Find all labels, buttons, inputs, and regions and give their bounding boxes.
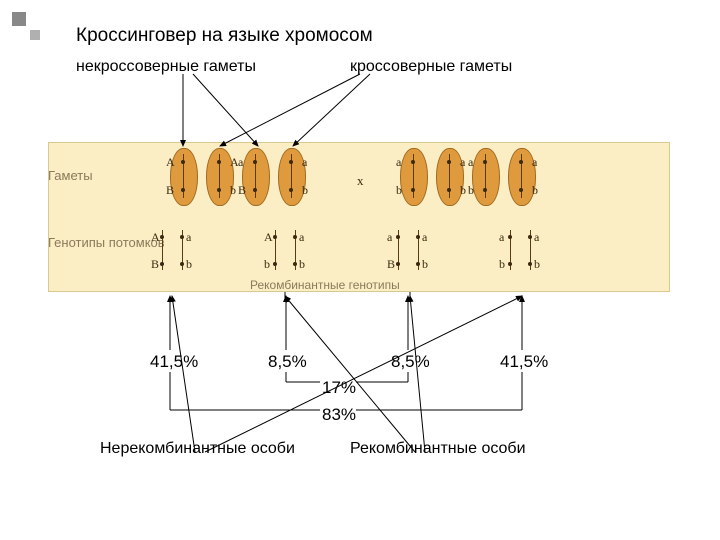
- allele-label: A: [264, 230, 273, 245]
- label-gametes: Гаметы: [48, 168, 93, 183]
- page-root: Кроссинговер на языке хромосом некроссов…: [0, 0, 720, 540]
- allele-dot: [447, 188, 451, 192]
- allele-label: b: [264, 257, 270, 272]
- allele-dot: [483, 188, 487, 192]
- allele-dot: [519, 188, 523, 192]
- allele-label: a: [499, 230, 504, 245]
- allele-dot: [416, 235, 420, 239]
- allele-label: b: [532, 183, 538, 198]
- slide-corner-deco-1: [12, 12, 26, 26]
- gamete-oval: [472, 148, 500, 206]
- allele-dot: [411, 188, 415, 192]
- allele-label: B: [166, 183, 174, 198]
- allele-label: B: [238, 183, 246, 198]
- allele-label: b: [302, 183, 308, 198]
- diagram-panel: [48, 142, 670, 292]
- recomb-genotypes-label: Рекомбинантные генотипы: [250, 278, 400, 292]
- allele-label: a: [460, 155, 465, 170]
- allele-dot: [483, 160, 487, 164]
- allele-label: a: [238, 155, 243, 170]
- allele-label: B: [151, 257, 159, 272]
- allele-dot: [411, 160, 415, 164]
- allele-dot: [273, 235, 277, 239]
- footer-recomb: Рекомбинантные особи: [350, 440, 526, 458]
- allele-dot: [181, 188, 185, 192]
- allele-dot: [217, 188, 221, 192]
- allele-label: b: [186, 257, 192, 272]
- allele-label: b: [460, 183, 466, 198]
- allele-dot: [293, 262, 297, 266]
- allele-label: b: [534, 257, 540, 272]
- allele-label: B: [387, 257, 395, 272]
- page-title: Кроссинговер на языке хромосом: [76, 25, 373, 47]
- allele-label: a: [422, 230, 427, 245]
- allele-label: a: [387, 230, 392, 245]
- label-genotypes: Генотипы потомков: [48, 235, 165, 251]
- allele-label: a: [186, 230, 191, 245]
- allele-dot: [528, 235, 532, 239]
- pct-mid-sum: 17%: [322, 378, 356, 398]
- allele-dot: [180, 262, 184, 266]
- footer-nonrecomb: Нерекомбинантные особи: [100, 440, 295, 458]
- allele-label: a: [468, 155, 473, 170]
- allele-label: a: [299, 230, 304, 245]
- pct-2: 8,5%: [268, 352, 307, 372]
- subtitle-noncrossover: некроссоверные гаметы: [76, 58, 256, 76]
- allele-dot: [416, 262, 420, 266]
- allele-label: a: [532, 155, 537, 170]
- cross-symbol: x: [357, 173, 364, 189]
- slide-corner-deco-2: [30, 30, 40, 40]
- allele-dot: [253, 160, 257, 164]
- allele-label: b: [499, 257, 505, 272]
- allele-label: b: [299, 257, 305, 272]
- allele-dot: [396, 262, 400, 266]
- allele-dot: [519, 160, 523, 164]
- allele-dot: [253, 188, 257, 192]
- allele-label: a: [396, 155, 401, 170]
- allele-dot: [528, 262, 532, 266]
- gamete-oval: [242, 148, 270, 206]
- pct-1: 41,5%: [150, 352, 198, 372]
- allele-dot: [180, 235, 184, 239]
- allele-label: A: [166, 155, 175, 170]
- allele-label: b: [468, 183, 474, 198]
- allele-dot: [293, 235, 297, 239]
- allele-dot: [508, 235, 512, 239]
- allele-dot: [273, 262, 277, 266]
- pct-3: 8,5%: [391, 352, 430, 372]
- allele-dot: [447, 160, 451, 164]
- allele-dot: [181, 160, 185, 164]
- allele-dot: [160, 235, 164, 239]
- subtitle-crossover: кроссоверные гаметы: [350, 58, 512, 76]
- allele-label: b: [422, 257, 428, 272]
- allele-label: a: [302, 155, 307, 170]
- label-genotypes-text: Генотипы потомков: [48, 235, 165, 250]
- allele-dot: [289, 188, 293, 192]
- allele-label: a: [534, 230, 539, 245]
- gamete-oval: [400, 148, 428, 206]
- allele-label: A: [151, 230, 160, 245]
- allele-dot: [396, 235, 400, 239]
- allele-dot: [289, 160, 293, 164]
- allele-dot: [160, 262, 164, 266]
- pct-4: 41,5%: [500, 352, 548, 372]
- pct-outer-sum: 83%: [322, 405, 356, 425]
- allele-dot: [508, 262, 512, 266]
- allele-label: b: [230, 183, 236, 198]
- allele-label: b: [396, 183, 402, 198]
- allele-dot: [217, 160, 221, 164]
